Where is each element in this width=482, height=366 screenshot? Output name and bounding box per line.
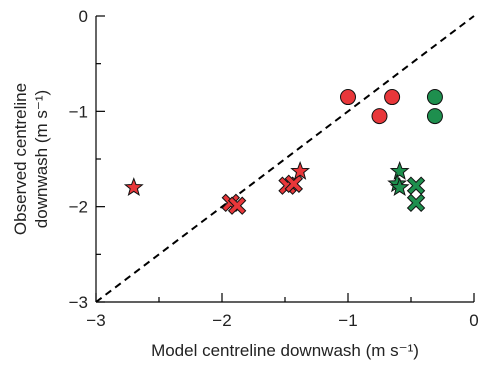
circle-data-point [426,89,443,106]
x-tick-label: −1 [338,311,357,330]
x-axis-label: Model centreline downwash (m s⁻¹) [151,341,419,360]
x-tick-label: −3 [86,311,105,330]
x-tick-label: −2 [212,311,231,330]
y-tick-label: −3 [69,293,88,312]
data-markers [123,89,443,215]
y-axis-label-line1: Observed centreline [11,83,30,235]
y-tick-label: −2 [69,198,88,217]
x-tick-label: 0 [469,311,478,330]
cross-data-point [406,193,426,213]
circle-data-point [426,108,443,125]
axis-tick-labels: −3 −2 −1 0 −3 −2 −1 0 [69,7,479,330]
circle-data-point [371,108,388,125]
one-to-one-reference-line [95,15,475,303]
star-data-point [290,160,311,180]
circle-data-point [340,89,356,106]
star-data-point [389,177,410,197]
cross-data-point [227,196,247,215]
axis-ticks [95,15,475,303]
y-axis-label-line2: downwash (m s⁻¹) [32,90,51,228]
y-tick-label: 0 [79,7,88,26]
y-tick-label: −1 [69,102,88,121]
star-data-point [389,160,410,180]
cross-data-point [406,176,426,195]
star-data-point [123,177,144,197]
circle-data-point [384,89,401,106]
